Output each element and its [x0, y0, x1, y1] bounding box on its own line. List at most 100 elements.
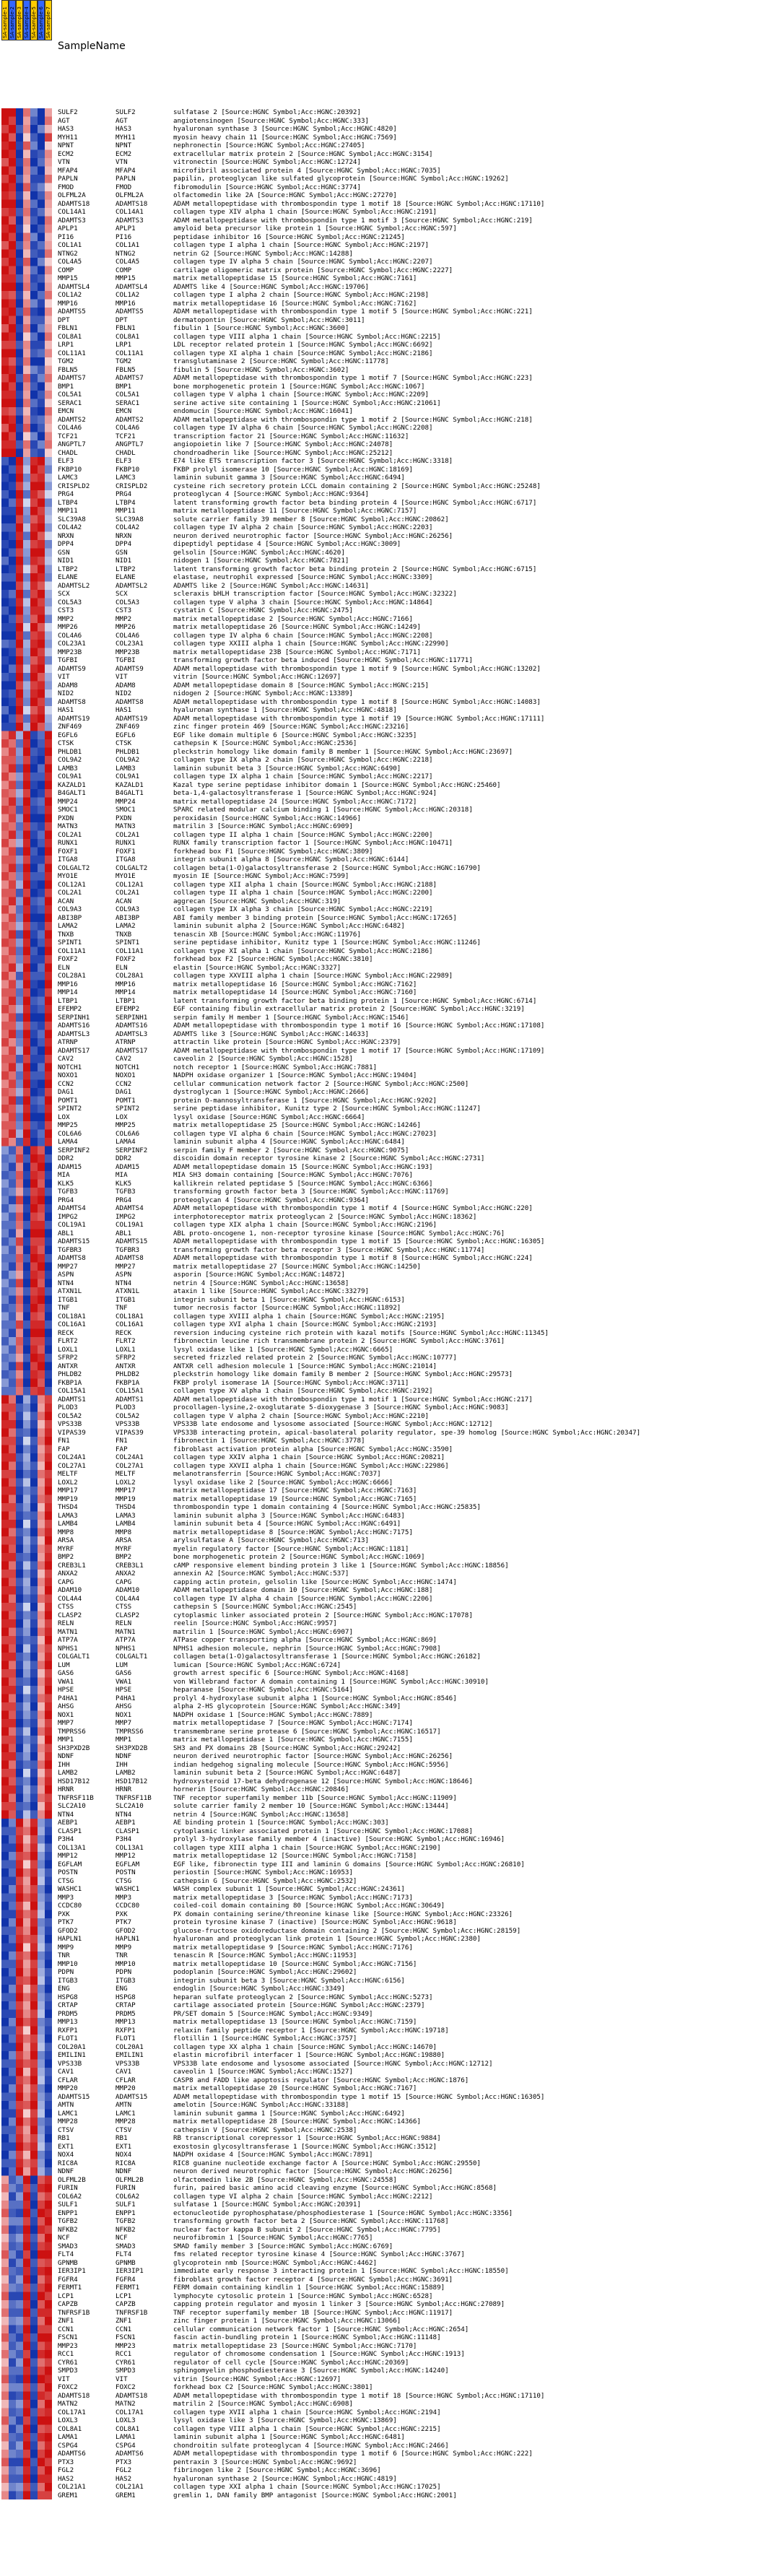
- gene-symbol: PRDM5: [58, 2009, 78, 2018]
- heatmap-cell: [1, 1378, 9, 1387]
- row-label: MMP1 MMP1 matrix metallopeptidase 1 [Sourc…: [58, 1736, 771, 1744]
- heatmap-cell: [9, 324, 16, 333]
- heatmap-cell: [30, 747, 38, 756]
- heatmap-cell: [1, 2491, 9, 2499]
- row-label: COL23A1 COL23A1 collagen type XXIII alpha …: [58, 640, 771, 648]
- gene-description: laminin subunit beta 2 [Source:HGNC Symb…: [173, 1769, 401, 1777]
- gene-symbol: ZNF1: [58, 2317, 74, 2325]
- heatmap-cell: [16, 274, 23, 283]
- heatmap-cell: [23, 2068, 30, 2076]
- heatmap-cell: [16, 2433, 23, 2442]
- heatmap-cell: [1, 225, 9, 233]
- heatmap-cell: [38, 2042, 45, 2051]
- row-label: BMP2 BMP2 bone morphogenetic protein 2 [So…: [58, 1553, 771, 1562]
- gene-description: integrin subunit beta 1 [Source:HGNC Sym…: [173, 1295, 405, 1304]
- heatmap-cell: [38, 2466, 45, 2475]
- heatmap-cell: [1, 365, 9, 374]
- row-label: EGFL6 EGFL6 EGF like domain multiple 6 [So…: [58, 731, 771, 740]
- gene-symbol: LAMA1: [58, 2433, 78, 2441]
- heatmap-cell: [1, 955, 9, 964]
- heatmap-cell: [9, 2450, 16, 2458]
- row-label: ACAN ACAN aggrecan [Source:HGNC Symbol;Acc…: [58, 897, 771, 906]
- heatmap-cell: [38, 399, 45, 407]
- heatmap-cell: [9, 1295, 16, 1304]
- gene-description: latent transforming growth factor beta b…: [173, 996, 537, 1005]
- gene-description: fibroblast growth factor receptor 4 [Sou…: [173, 2275, 453, 2284]
- gene-symbol-2: SMOC1: [116, 806, 136, 814]
- heatmap-cell: [23, 1221, 30, 1230]
- gene-description: RUNX family transcription factor 1 [Sour…: [173, 839, 453, 847]
- heatmap-cell: [30, 2308, 38, 2317]
- gene-symbol: CTSS: [58, 1603, 74, 1611]
- heatmap-cell: [45, 2201, 52, 2209]
- gene-symbol: COL4A6: [58, 631, 82, 640]
- heatmap-cell: [16, 1586, 23, 1595]
- heatmap-cell: [9, 1852, 16, 1861]
- heatmap-cell: [23, 1586, 30, 1595]
- heatmap-cell: [1, 930, 9, 939]
- gene-description: cAMP responsive element binding protein …: [173, 1561, 509, 1570]
- heatmap-cell: [9, 797, 16, 806]
- gene-symbol-2: APLP1: [116, 225, 136, 232]
- gene-description: coiled-coil domain containing 80 [Source…: [173, 1902, 445, 1910]
- gene-symbol: ADAMTS1: [58, 1395, 86, 1404]
- row-label: VIPAS39 VIPAS39 VPS33B interacting protein…: [58, 1429, 771, 1437]
- gene-description: neurofibromin 1 [Source:HGNC Symbol;Acc:…: [173, 2234, 373, 2242]
- heatmap-cell: [45, 199, 52, 208]
- heatmap-cell: [9, 2009, 16, 2018]
- gene-description: netrin G2 [Source:HGNC Symbol;Acc:HGNC:1…: [173, 249, 353, 258]
- heatmap-cell: [45, 2483, 52, 2492]
- heatmap-cell: [16, 631, 23, 640]
- gene-symbol-2: FBLN1: [116, 324, 136, 332]
- heatmap-cell: [38, 2109, 45, 2118]
- heatmap-cell: [45, 2466, 52, 2475]
- gene-description: ADAM metallopeptidase domain 10 [Source:…: [173, 1586, 433, 1594]
- heatmap-cell: [45, 507, 52, 515]
- heatmap-cell: [23, 1245, 30, 1254]
- row-label: COL13A1 COL13A1 collagen type XIII alpha 1…: [58, 1844, 771, 1853]
- heatmap-cell: [16, 1827, 23, 1835]
- gene-symbol-2: CLASP1: [116, 1827, 140, 1835]
- gene-symbol: NOX1: [58, 1710, 74, 1719]
- row-label: CLASP2 CLASP2 cytoplasmic linker associate…: [58, 1611, 771, 1620]
- heatmap-cell: [38, 1096, 45, 1105]
- gene-description: myosin IE [Source:HGNC Symbol;Acc:HGNC:7…: [173, 872, 349, 880]
- heatmap-cell: [23, 1079, 30, 1088]
- gene-symbol: SH3PXD2B: [58, 1744, 90, 1752]
- heatmap-cell: [16, 565, 23, 573]
- heatmap-cell: [45, 789, 52, 798]
- gene-symbol-2: NCF: [116, 2234, 128, 2242]
- row-label: PRG4 PRG4 proteoglycan 4 [Source:HGNC Symb…: [58, 490, 771, 499]
- gene-symbol-2: FLT4: [116, 2250, 132, 2258]
- heatmap-cell: [23, 947, 30, 955]
- heatmap-cell: [30, 889, 38, 897]
- heatmap-cell: [38, 1494, 45, 1503]
- heatmap-cell: [1, 1868, 9, 1877]
- row-label: COL5A2 COL5A2 collagen type V alpha 2 chai…: [58, 1412, 771, 1421]
- heatmap-cell: [38, 1702, 45, 1711]
- heatmap-cell: [16, 1528, 23, 1536]
- gene-symbol-2: ATXN1L: [116, 1287, 140, 1295]
- heatmap-cell: [45, 2192, 52, 2201]
- gene-symbol-2: TNXB: [116, 930, 132, 939]
- heatmap-cell: [16, 523, 23, 532]
- heatmap-cell: [30, 2367, 38, 2375]
- heatmap-cell: [45, 391, 52, 399]
- gene-description: ADAMTS like 4 [Source:HGNC Symbol;Acc:HG…: [173, 282, 370, 291]
- gene-symbol-2: MFAP4: [116, 166, 136, 175]
- heatmap-cell: [23, 341, 30, 349]
- row-label: ADAMTS15 ADAMTS15 ADAM metallopeptidase wi…: [58, 2093, 771, 2102]
- heatmap-cell: [9, 1661, 16, 1669]
- heatmap-cell: [1, 1902, 9, 1910]
- heatmap-cell: [9, 349, 16, 357]
- heatmap-cell: [38, 1661, 45, 1669]
- heatmap-cell: [23, 1843, 30, 1852]
- heatmap-cell: [38, 2142, 45, 2151]
- heatmap-cell: [16, 365, 23, 374]
- heatmap-cell: [45, 706, 52, 715]
- heatmap-cell: [30, 2217, 38, 2226]
- gene-description: microfibril associated protein 4 [Source…: [173, 166, 441, 175]
- heatmap-cell: [45, 1378, 52, 1387]
- heatmap-cell: [30, 1976, 38, 1985]
- heatmap-cell: [23, 108, 30, 117]
